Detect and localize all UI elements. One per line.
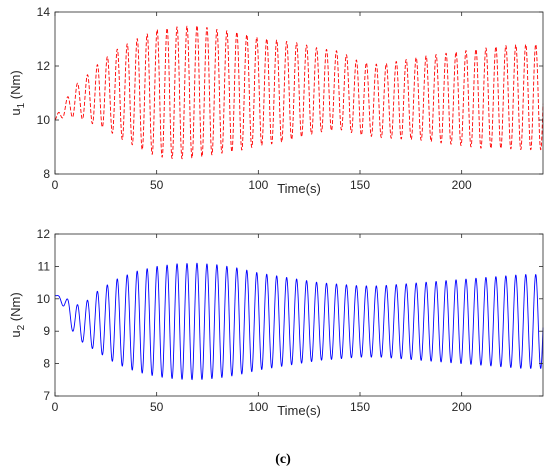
y-tick-label-u1-14: 14 — [37, 5, 51, 19]
x-axis-label-u1: Time(s) — [277, 181, 321, 196]
x-tick-label-u2-100: 100 — [248, 400, 268, 414]
chart-u2: 0 50 100 150 200 7 8 9 10 11 12 Time(s) u2 (Nm) — [8, 227, 544, 418]
series-layer-u1 — [54, 25, 544, 160]
y-tick-label-u2-7: 7 — [43, 389, 50, 403]
x-axis-label-u2: Time(s) — [277, 403, 321, 418]
y-axis-label-unit-u2: (Nm) — [8, 292, 23, 325]
axes-frame-u1 — [54, 11, 544, 175]
y-axis-label-sub-u1: 1 — [16, 102, 27, 108]
figure-panel-label: (c) — [275, 452, 291, 467]
y-axis-label-u2: u2 (Nm) — [8, 292, 27, 337]
x-tick-label-u2-0: 0 — [52, 400, 59, 414]
y-tick-label-u2-12: 12 — [37, 227, 51, 241]
y-axis-label-u1: u1 (Nm) — [8, 70, 27, 115]
ticks-u2: 0 50 100 150 200 7 8 9 10 11 12 — [37, 227, 543, 414]
x-tick-label-u2-50: 50 — [150, 400, 164, 414]
x-tick-label-u1-100: 100 — [248, 178, 268, 192]
x-tick-label-u2-200: 200 — [452, 400, 472, 414]
chart-u1: 0 50 100 150 200 8 10 12 14 Time(s) u1 (Nm) — [8, 5, 544, 196]
y-tick-label-u1-12: 12 — [37, 59, 51, 73]
y-tick-label-u2-8: 8 — [43, 357, 50, 371]
y-axis-label-unit-u1: (Nm) — [8, 70, 23, 103]
y-axis-label-sub-u2: 2 — [16, 324, 27, 330]
y-axis-label-main-u1: u — [8, 108, 23, 115]
y-tick-label-u1-8: 8 — [43, 167, 50, 181]
axes-frame-u2 — [54, 233, 544, 397]
series-line-u1 — [54, 25, 544, 160]
series-layer-u2 — [54, 262, 544, 381]
x-tick-label-u1-0: 0 — [52, 178, 59, 192]
x-tick-label-u2-150: 150 — [350, 400, 370, 414]
y-tick-label-u2-11: 11 — [38, 259, 51, 273]
y-axis-label-main-u2: u — [8, 330, 23, 337]
ticks-u1: 0 50 100 150 200 8 10 12 14 — [37, 5, 543, 192]
x-tick-label-u1-150: 150 — [350, 178, 370, 192]
y-tick-label-u1-10: 10 — [37, 113, 51, 127]
x-tick-label-u1-200: 200 — [452, 178, 472, 192]
x-tick-label-u1-50: 50 — [150, 178, 164, 192]
series-line-u2 — [54, 262, 544, 381]
y-tick-label-u2-10: 10 — [37, 292, 51, 306]
y-tick-label-u2-9: 9 — [43, 324, 50, 338]
